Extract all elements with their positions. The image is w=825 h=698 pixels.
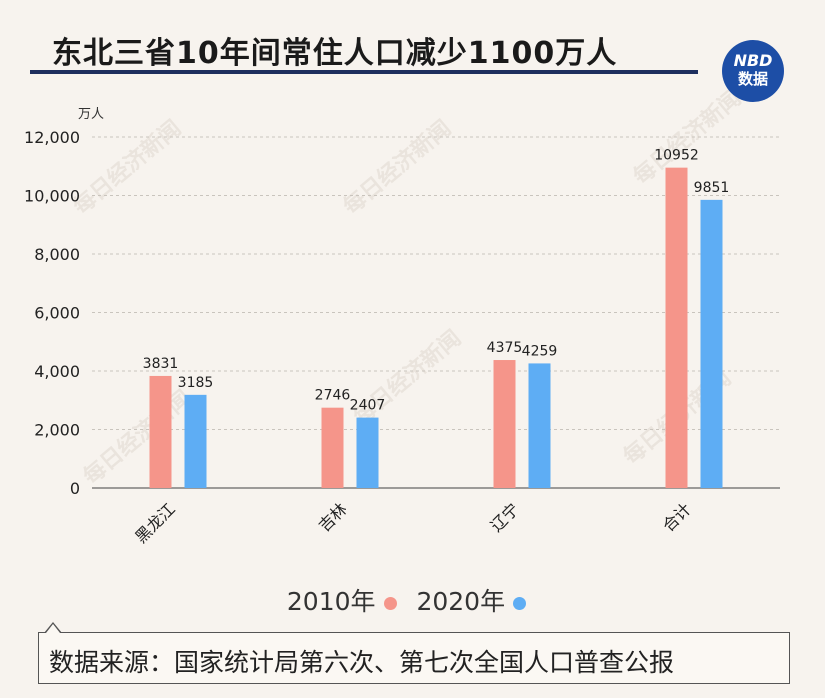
x-tick-label: 吉林 (315, 499, 351, 535)
data-label: 3185 (178, 375, 214, 391)
title-underline (30, 70, 698, 74)
nbd-logo: NBD 数据 (722, 40, 784, 102)
legend: 2010年 2020年 (0, 582, 825, 618)
data-label: 2746 (315, 388, 351, 404)
bar (149, 375, 172, 488)
y-tick-label: 2,000 (34, 421, 80, 440)
data-label: 4259 (522, 343, 558, 359)
logo-text-line1: NBD (733, 51, 773, 70)
y-tick-label: 12,000 (24, 128, 80, 147)
y-tick-label: 8,000 (34, 245, 80, 264)
bar (493, 360, 516, 488)
data-label: 9851 (694, 180, 730, 196)
y-tick-label: 6,000 (34, 304, 80, 323)
data-label: 4375 (487, 340, 523, 356)
legend-label-2020: 2020年 (416, 587, 506, 616)
source-box-notch-fill (46, 624, 60, 633)
legend-dot-2020 (513, 596, 527, 610)
bar (356, 417, 379, 488)
legend-dot-2010 (383, 596, 397, 610)
bar (528, 363, 551, 488)
source-text: 数据来源：国家统计局第六次、第七次全国人口普查公报 (49, 648, 675, 677)
data-label: 10952 (654, 148, 699, 164)
data-label: 3831 (143, 356, 179, 372)
x-tick-label: 黑龙江 (131, 499, 178, 546)
data-label: 2407 (350, 398, 386, 414)
bar (665, 167, 688, 489)
x-tick-label: 辽宁 (487, 499, 523, 535)
bar (184, 394, 207, 488)
legend-label-2010: 2010年 (286, 587, 376, 616)
x-tick-label: 合计 (659, 499, 695, 535)
bar-chart: 万人 0 2,000 4,000 6,000 8,000 10,000 12,000 3831 3… (24, 107, 780, 547)
bar (321, 407, 344, 488)
y-tick-label: 0 (70, 479, 80, 498)
logo-text-line2: 数据 (737, 70, 768, 88)
bar (700, 199, 723, 488)
y-axis-unit-label: 万人 (78, 107, 104, 122)
source-box: 数据来源：国家统计局第六次、第七次全国人口普查公报 (38, 632, 790, 684)
page-title: 东北三省10年间常住人口减少1100万人 (52, 36, 618, 71)
y-tick-label: 10,000 (24, 187, 80, 206)
y-tick-label: 4,000 (34, 362, 80, 381)
